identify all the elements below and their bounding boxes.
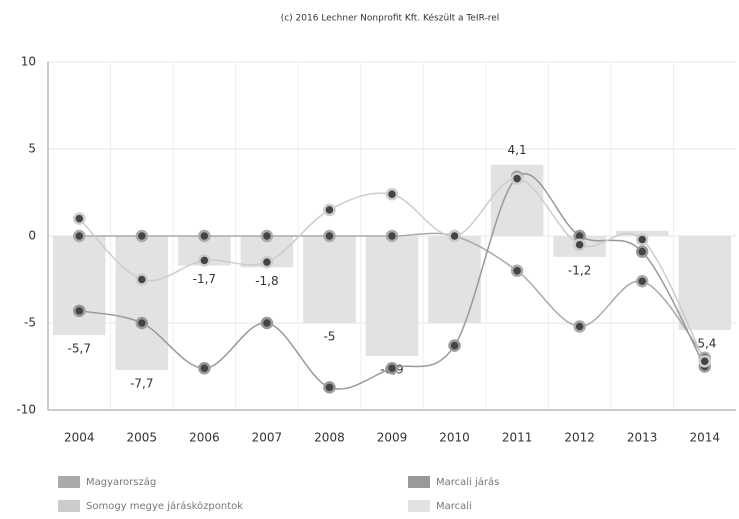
marker	[198, 254, 211, 267]
legend-label: Marcali	[436, 501, 472, 512]
marker	[510, 172, 524, 185]
marker	[635, 274, 649, 288]
marker	[135, 273, 149, 286]
x-tick-label: 2006	[189, 431, 220, 445]
data-label: -1,7	[193, 272, 216, 286]
legend-label: Marcali járás	[436, 476, 499, 488]
marker	[448, 229, 461, 243]
line	[78, 177, 706, 362]
legend-swatch	[408, 500, 430, 512]
legend-swatch	[58, 500, 80, 512]
x-tick-label: 2005	[127, 431, 158, 445]
x-tick-label: 2004	[64, 431, 95, 445]
marker	[448, 339, 461, 352]
marker	[73, 229, 86, 243]
y-tick-label: -10	[16, 403, 36, 417]
bar	[115, 236, 169, 370]
line	[79, 232, 706, 359]
marker	[385, 361, 399, 375]
chart-title: (c) 2016 Lechner Nonprofit Kft. Készült …	[281, 13, 500, 24]
legend-label: Magyarország	[86, 476, 156, 488]
bar	[53, 236, 106, 336]
marker	[635, 245, 649, 258]
marker	[385, 229, 399, 243]
x-tick-label: 2011	[502, 431, 533, 445]
marker	[135, 229, 149, 243]
data-label: -7,7	[130, 376, 153, 390]
marker	[260, 316, 274, 330]
y-tick-label: 10	[21, 55, 36, 69]
bar	[303, 236, 356, 323]
marker	[573, 320, 586, 333]
marker	[323, 381, 336, 394]
x-tick-label: 2013	[627, 431, 658, 445]
marker	[198, 361, 211, 375]
marker	[385, 187, 399, 201]
marker	[698, 355, 711, 368]
data-label: 4,1	[508, 143, 527, 157]
x-tick-label: 2010	[439, 431, 470, 445]
data-label: -1,2	[568, 263, 591, 277]
data-label: -5,7	[68, 342, 91, 356]
marker	[260, 229, 274, 243]
marker	[260, 255, 274, 269]
y-tick-label: 0	[28, 229, 36, 243]
y-tick-label: -5	[24, 316, 36, 330]
legend-swatch	[408, 476, 430, 488]
y-tick-label: 5	[28, 142, 36, 156]
marker	[73, 304, 86, 318]
legend-swatch	[58, 476, 80, 488]
marker	[73, 212, 86, 225]
marker	[635, 233, 649, 246]
x-tick-label: 2009	[377, 431, 408, 445]
data-label: -1,8	[255, 274, 278, 288]
marker	[323, 203, 336, 217]
bar	[365, 236, 419, 357]
x-tick-label: 2008	[314, 431, 345, 445]
marker	[198, 229, 211, 243]
x-tick-label: 2007	[252, 431, 283, 445]
x-tick-label: 2012	[564, 431, 595, 445]
marker	[323, 229, 336, 243]
bar	[678, 236, 731, 330]
legend-label: Somogy megye járásközpontok	[86, 500, 243, 512]
marker	[573, 238, 586, 251]
x-tick-label: 2014	[689, 431, 720, 445]
marker	[135, 316, 149, 330]
bar	[428, 236, 481, 323]
data-label: -5	[323, 330, 335, 344]
marker	[510, 264, 524, 278]
line	[79, 173, 706, 390]
